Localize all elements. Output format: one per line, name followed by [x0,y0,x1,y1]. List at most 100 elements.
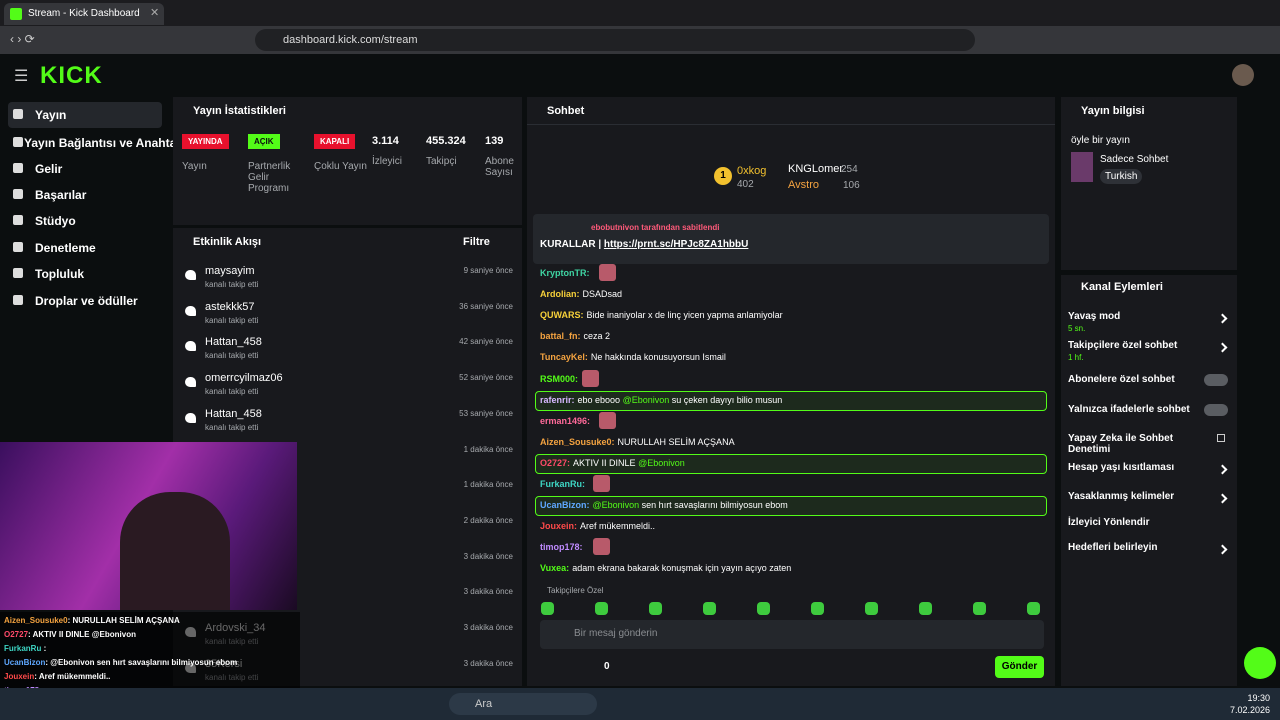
search-box[interactable]: Ara [449,693,597,715]
action-label[interactable]: Hedefleri belirleyin [1068,542,1158,553]
stat-value: 139 [485,135,504,147]
stat-value: 455.324 [426,135,466,147]
chat-user: timop178: [540,542,583,553]
chat-user: erman1496: [540,415,591,426]
rank-badge: 1 [714,167,732,185]
event-user: Hattan_458 [205,336,262,349]
overlay-text: : NURULLAH SELİM AÇŞANA [67,616,180,625]
nav-item[interactable]: Denetleme [35,241,96,255]
chat-text: Bide inaniyolar x de linç yicen yapma an… [586,310,783,321]
emote-button[interactable] [541,602,554,615]
overlay-user: UcanBizon [4,658,46,667]
avatar[interactable] [1232,64,1254,86]
chat-input[interactable]: Bir mesaj gönderin [540,620,1044,649]
nav-item[interactable]: Stüdyo [35,214,76,228]
stats-panel: Yayın İstatistikleri YAYINDA Yayın AÇIK Part… [173,97,522,225]
chat-message: Jouxein: Aref mükemmeldi.. [540,521,655,531]
event-time: 53 saniye önce [459,408,513,418]
pinned-link[interactable]: https://prnt.sc/HPJc8ZA1hbbU [603,239,749,250]
emote-button[interactable] [757,602,770,615]
right-rail [1240,95,1280,688]
chat-user: Jouxein: [540,521,578,532]
chat-message: Vuxea: adam ekrana bakarak konuşmak için … [540,563,791,573]
favicon [10,8,22,20]
search-label: Ara [475,698,493,710]
nav-item[interactable]: Başarılar [35,188,87,202]
language-tag: Turkish [1100,169,1143,184]
chat-text: ceza 2 [583,331,611,342]
action-label[interactable]: Yapay Zeka ile Sohbet Denetimi [1068,433,1174,455]
nav-item[interactable]: Yayın [35,108,67,122]
action-label[interactable]: İzleyici Yönlendir [1068,517,1150,528]
event-action: kanalı takip etti [205,351,259,361]
external-link[interactable] [1217,434,1225,442]
action-label[interactable]: Yavaş mod [1068,311,1121,322]
status-label: Çoklu Yayın [314,161,367,172]
emote-button[interactable] [649,602,662,615]
filter-button[interactable]: Filtre [463,236,490,248]
tab-close[interactable]: ✕ [150,7,160,19]
chat-message: Aizen_Sousuke0: NURULLAH SELİM AÇŞANA [540,437,735,447]
nav-icon [13,163,23,173]
event-time: 52 saniye önce [459,373,513,383]
emote-button[interactable] [865,602,878,615]
event-user: Hattan_458 [205,407,262,420]
mention: @Ebonivon [622,394,670,405]
points: 0 [604,661,610,672]
stat-value: 3.114 [372,135,399,147]
emote-button[interactable] [595,602,608,615]
pinned-message: ebobutnivon tarafından sabitlendi KURALLA… [533,214,1049,264]
tab[interactable]: Stream - Kick Dashboard ✕ [4,3,164,25]
chevron[interactable] [1217,342,1228,353]
heart-icon [185,341,196,352]
streamer [120,492,230,610]
emote [599,264,616,281]
nav-active [8,102,162,128]
chat-message: timop178: [540,542,583,552]
emote-button[interactable] [919,602,932,615]
heart-icon [185,305,196,316]
leader-name: 0xkog [737,165,767,177]
event-time: 1 dakika önce [463,444,513,454]
panel-title: Yayın İstatistikleri [193,105,286,117]
address-bar[interactable]: dashboard.kick.com/stream [255,29,975,51]
nav-item[interactable]: Yayın Bağlantısı ve Anahtarı [24,136,185,150]
chat-user: rafenrir: [540,394,575,405]
emote-button[interactable] [811,602,824,615]
send-button[interactable]: Gönder [995,656,1044,678]
chat-user: Vuxea: [540,563,570,574]
chat-text: su çeken dayıyı bilio musun [669,394,783,405]
chat-message: erman1496: [540,416,590,426]
toggle[interactable] [1204,404,1228,416]
address-bar-row: ‹ › ⟳ dashboard.kick.com/stream [0,26,1280,54]
action-label[interactable]: Yalnızca ifadelerle sohbet [1068,404,1190,415]
toggle[interactable] [1204,374,1228,386]
emote-button[interactable] [703,602,716,615]
chat-user: Ardolian: [540,289,580,300]
category: Sadece Sohbet [1100,154,1169,165]
nav-item[interactable]: Gelir [35,162,63,176]
chat-text: ebo ebooo [577,394,623,405]
chevron[interactable] [1217,464,1228,475]
action-label[interactable]: Hesap yaşı kısıtlaması [1068,462,1175,473]
nav-buttons[interactable]: ‹ › ⟳ [10,32,35,46]
help-button[interactable] [1244,647,1276,679]
overlay-line: UcanBizon: @Ebonivon sen hırt savaşların… [4,658,237,667]
overlay-user: Aizen_Sousuke0 [4,616,68,625]
menu[interactable]: ☰ [14,68,29,85]
logo[interactable]: KICK [40,62,103,89]
action-label[interactable]: Takipçilere özel sohbet [1068,340,1178,351]
chevron[interactable] [1217,313,1228,324]
nav-item[interactable]: Droplar ve ödüller [35,294,138,308]
stream-info-panel: Yayın bilgisi öyle bir yayın Sadece Sohbet… [1061,97,1237,270]
emote-button[interactable] [1027,602,1040,615]
chevron[interactable] [1217,544,1228,555]
chevron[interactable] [1217,493,1228,504]
action-label[interactable]: Abonelere özel sohbet [1068,374,1175,385]
stat-label: Abone Sayısı [485,156,514,178]
emote-button[interactable] [973,602,986,615]
status-badge: AÇIK [248,134,280,149]
nav-item[interactable]: Topluluk [35,267,85,281]
action-label[interactable]: Yasaklanmış kelimeler [1068,491,1175,502]
